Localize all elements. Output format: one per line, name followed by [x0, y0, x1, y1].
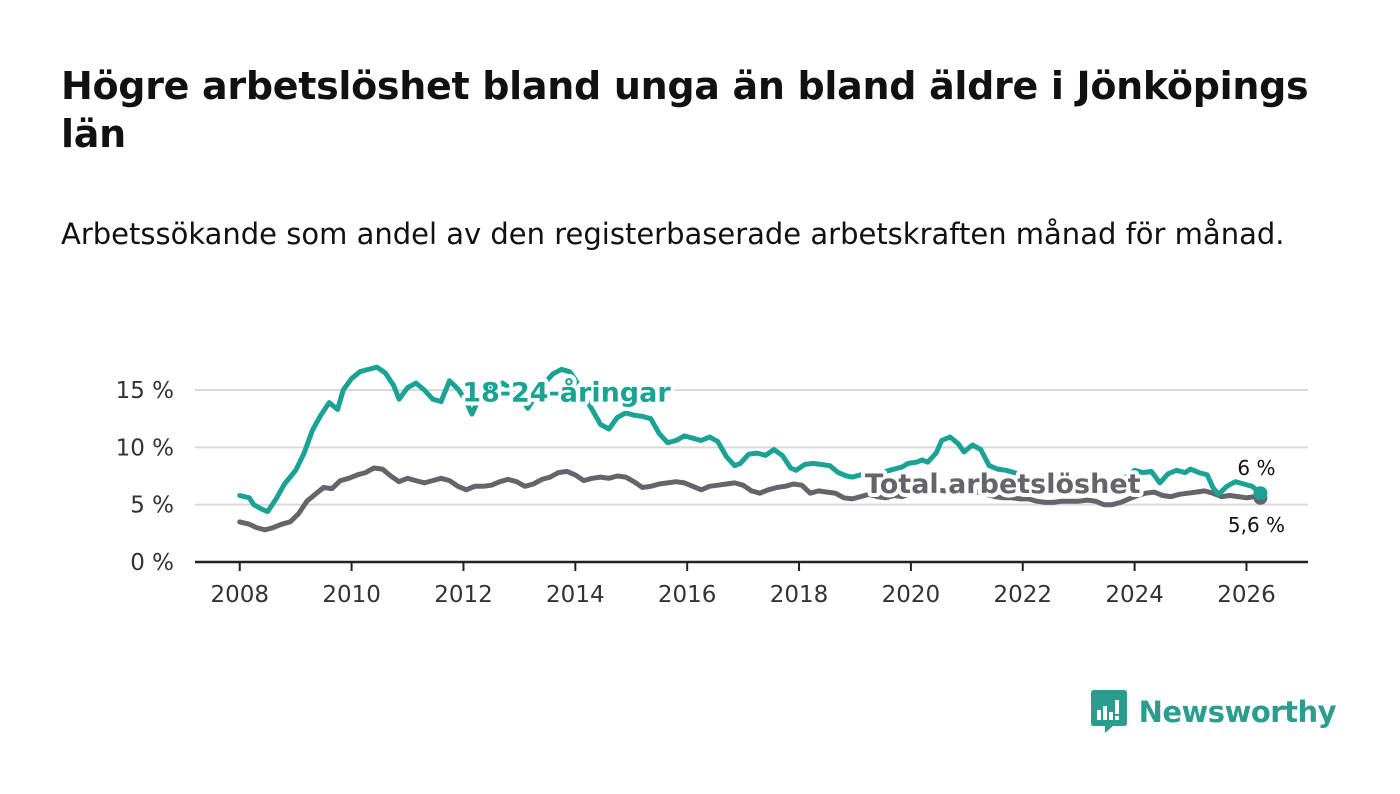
end-label-total: 5,6 %: [1228, 513, 1285, 537]
chart-subtitle: Arbetssökande som andel av den registerb…: [61, 217, 1285, 251]
y-tick-label: 0 %: [130, 550, 174, 576]
series-line-youth: [237, 364, 1263, 514]
x-tick-label: 2022: [993, 582, 1052, 608]
y-tick-label: 15 %: [116, 378, 174, 404]
series-label-youth: 18-24-åringar: [462, 376, 671, 408]
line-chart: 0 % 5 % 10 % 15 % 2008 2010 2012 2014 2016 2018 20…: [116, 364, 1308, 608]
grid-layer: [195, 389, 1308, 506]
x-tick-label: 2018: [770, 582, 829, 608]
newsworthy-logo-icon: [1090, 690, 1127, 733]
x-tick-label: 2026: [1217, 582, 1276, 608]
y-tick-label: 10 %: [116, 435, 174, 461]
end-label-youth: 6 %: [1237, 456, 1275, 480]
x-tick-label: 2012: [434, 582, 493, 608]
series-end-point-youth: [1253, 486, 1268, 501]
newsworthy-logo-text: Newsworthy: [1138, 695, 1337, 729]
y-tick-label: 5 %: [130, 493, 174, 519]
x-tick-label: 2010: [322, 582, 381, 608]
x-tick-label: 2020: [882, 582, 941, 608]
newsworthy-logo: Newsworthy: [1090, 690, 1337, 734]
axis-layer: 0 % 5 % 10 % 15 % 2008 2010 2012 2014 2016 2018 20…: [116, 378, 1308, 608]
x-tick-label: 2008: [210, 582, 269, 608]
chart-title: Högre arbetslöshet bland unga än bland ä…: [61, 64, 1309, 156]
x-tick-label: 2024: [1105, 582, 1164, 608]
x-tick-label: 2016: [658, 582, 717, 608]
series-line-total: [237, 465, 1263, 533]
series-layer: [237, 364, 1268, 533]
x-tick-label: 2014: [546, 582, 605, 608]
series-label-total: Total arbetslöshet: [865, 469, 1141, 500]
label-layer: 18-24-åringar Total arbetslöshet 6 % 5,6 %: [458, 372, 1287, 539]
